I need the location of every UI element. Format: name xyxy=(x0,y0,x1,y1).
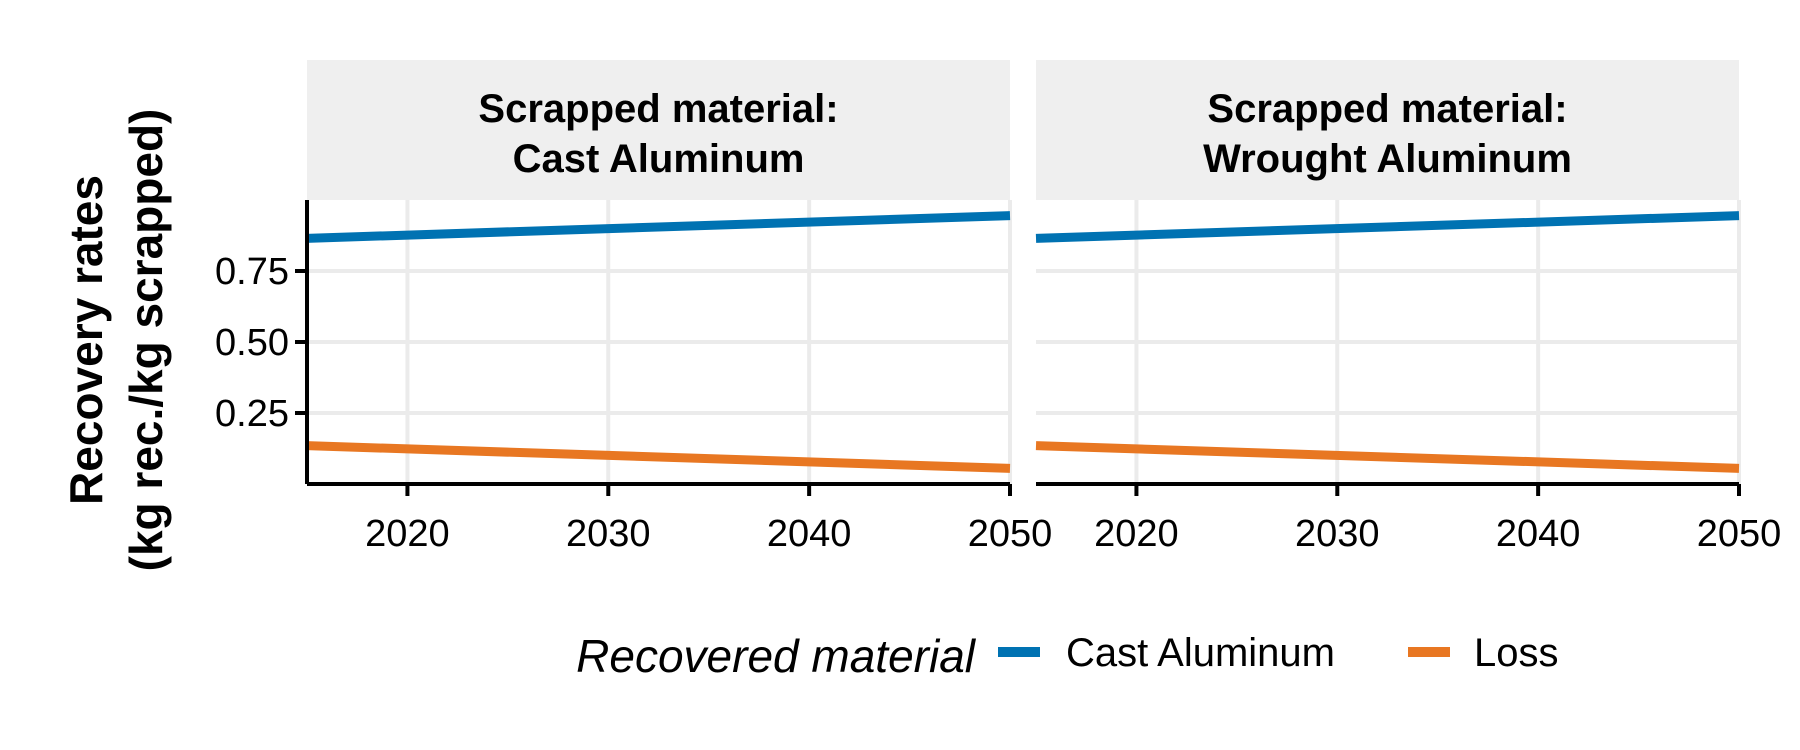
x-tick-label: 2040 xyxy=(767,513,852,555)
facet-panel-2: Scrapped material: Wrought Aluminum 2020 20… xyxy=(1035,60,1782,555)
y-tick-label: 0.75 xyxy=(215,251,289,293)
series-line-cast-aluminum xyxy=(306,211,1011,243)
y-axis-label-line-2: (kg rec./kg scrapped) xyxy=(120,109,172,572)
y-tick-label: 0.50 xyxy=(215,322,289,364)
facet-strip-label: Scrapped material: xyxy=(1207,87,1567,131)
legend-title: Recovered material xyxy=(576,630,977,682)
y-axis-label-line-1: Recovery rates xyxy=(60,175,112,505)
facet-strip-label: Cast Aluminum xyxy=(513,137,805,181)
series-line-loss xyxy=(1035,441,1740,473)
series-line-loss xyxy=(306,441,1011,473)
y-axis-label: Recovery rates (kg rec./kg scrapped) xyxy=(60,109,172,572)
y-tick-label: 0.25 xyxy=(215,393,289,435)
x-tick-label: 2040 xyxy=(1496,513,1581,555)
facet-panels: Scrapped material: Cast Aluminum 2020 2030 2… xyxy=(215,60,1781,555)
facet-strip-label: Wrought Aluminum xyxy=(1203,137,1572,181)
x-tick-label: 2020 xyxy=(365,513,450,555)
x-tick-label: 2050 xyxy=(1697,513,1782,555)
legend-label-cast-aluminum: Cast Aluminum xyxy=(1066,631,1335,675)
facet-strip-background xyxy=(1036,60,1739,200)
series-line-cast-aluminum xyxy=(1035,211,1740,243)
legend: Recovered material Cast Aluminum Loss xyxy=(576,630,1558,682)
x-tick-label: 2030 xyxy=(566,513,651,555)
x-tick-label: 2050 xyxy=(968,513,1053,555)
legend-label-loss: Loss xyxy=(1474,631,1559,675)
x-tick-label: 2030 xyxy=(1295,513,1380,555)
facet-strip-background xyxy=(307,60,1010,200)
x-tick-label: 2020 xyxy=(1094,513,1179,555)
facet-strip-label: Scrapped material: xyxy=(478,87,838,131)
facet-panel-1: Scrapped material: Cast Aluminum 2020 2030 2… xyxy=(215,60,1052,555)
